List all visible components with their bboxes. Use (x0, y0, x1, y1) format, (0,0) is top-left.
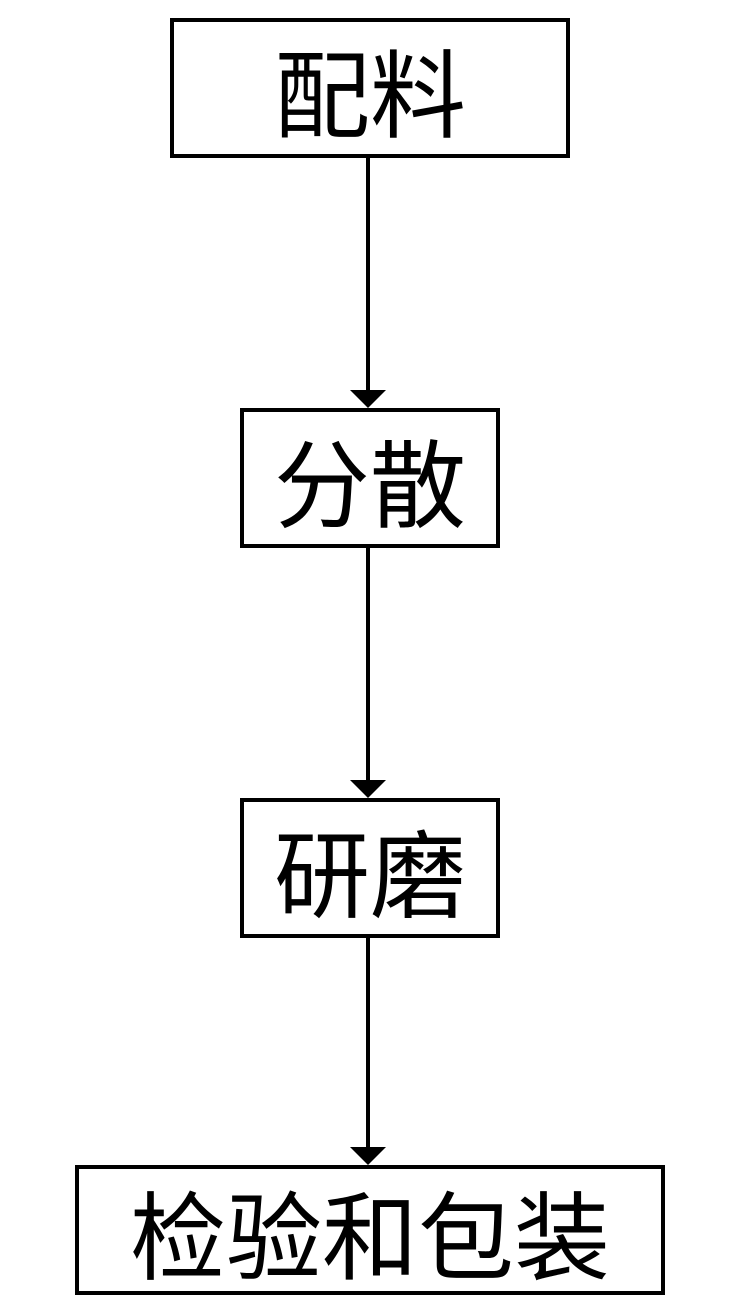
node-label: 分散 (274, 409, 466, 548)
arrow-line-3 (366, 938, 370, 1147)
flowchart-node-step2: 分散 (240, 408, 500, 548)
arrow-head-1 (350, 390, 386, 408)
node-label: 配料 (274, 19, 466, 158)
node-label: 检验和包装 (130, 1161, 610, 1300)
flowchart-container: 配料 分散 研磨 检验和包装 (0, 0, 740, 1312)
flowchart-node-step1: 配料 (170, 18, 570, 158)
flowchart-node-step3: 研磨 (240, 798, 500, 938)
arrow-head-2 (350, 780, 386, 798)
arrow-line-2 (366, 548, 370, 780)
flowchart-node-step4: 检验和包装 (75, 1165, 665, 1295)
node-label: 研磨 (274, 799, 466, 938)
arrow-line-1 (366, 158, 370, 390)
